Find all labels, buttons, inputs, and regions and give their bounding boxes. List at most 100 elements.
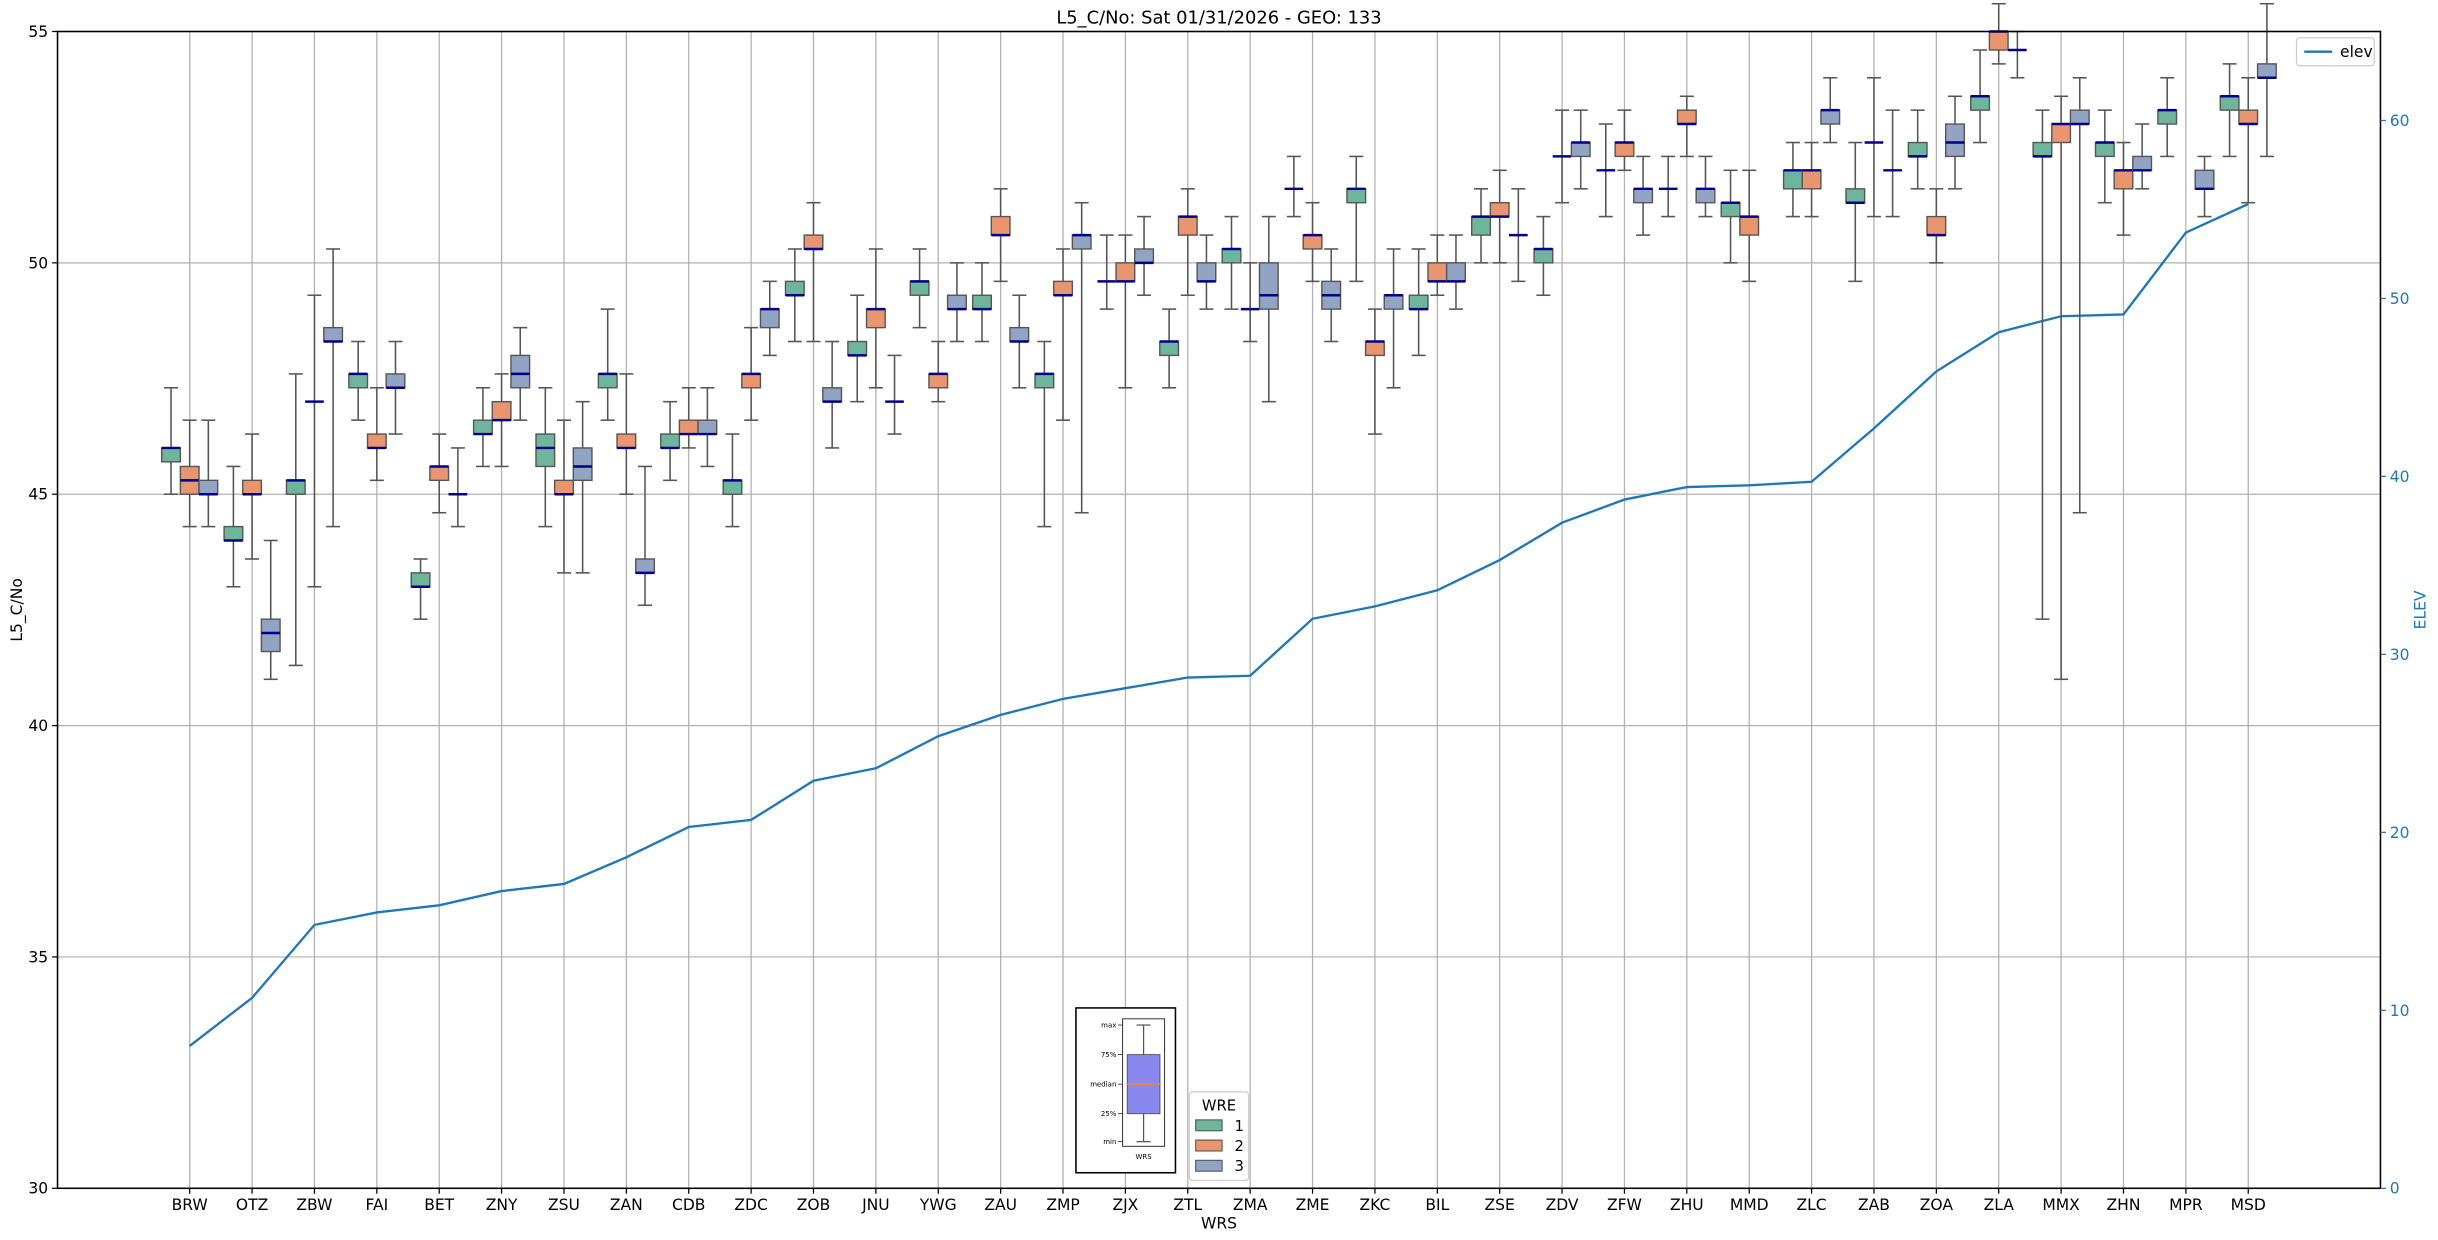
box-wre1-MMX bbox=[2032, 109, 2053, 620]
box-wre2-MSD bbox=[2238, 76, 2259, 204]
box-wre3-MSD bbox=[2256, 2, 2277, 158]
box-wre2-ZKC bbox=[1364, 308, 1385, 435]
wre-legend-swatch-1 bbox=[1195, 1119, 1223, 1132]
x-tick-label: MMD bbox=[1730, 1196, 1769, 1214]
box-body bbox=[260, 618, 281, 653]
x-tick-label: OTZ bbox=[236, 1196, 268, 1214]
plot-frame bbox=[56, 30, 2382, 1190]
box-body bbox=[1115, 262, 1136, 283]
box-body bbox=[1820, 109, 1841, 125]
grid bbox=[57, 30, 2381, 1189]
box-wre3-BIL bbox=[1445, 234, 1466, 310]
box-wre3-ZSU bbox=[572, 400, 593, 574]
x-tick-label: ZOA bbox=[1920, 1196, 1954, 1214]
wre-legend-label-3: 3 bbox=[1235, 1158, 1244, 1175]
box-wre3-ZJX bbox=[1134, 215, 1155, 297]
box-wre1-ZME bbox=[1284, 155, 1304, 218]
box-wre2-ZLC bbox=[1801, 141, 1822, 218]
box-body bbox=[1445, 262, 1466, 283]
y2-tick-label: 20 bbox=[2390, 824, 2410, 842]
box-body bbox=[597, 373, 618, 389]
box-body bbox=[1970, 95, 1991, 111]
box-body bbox=[535, 433, 556, 468]
box-wre2-ZHU bbox=[1676, 95, 1697, 158]
box-wre2-ZDC bbox=[741, 326, 762, 421]
box-wre3-ZNY bbox=[510, 326, 531, 421]
box-wre3-ZKC bbox=[1383, 248, 1404, 389]
y-tick-label: 40 bbox=[28, 717, 48, 735]
box-wre1-ZTL bbox=[1159, 308, 1180, 389]
box-body bbox=[491, 400, 512, 421]
box-wre2-BRW bbox=[179, 419, 200, 528]
x-tick-label: MPR bbox=[2169, 1196, 2203, 1214]
key-label-3: 25% bbox=[1101, 1110, 1117, 1118]
box-body bbox=[553, 479, 575, 495]
box-body bbox=[1845, 188, 1866, 204]
box-body bbox=[385, 373, 406, 389]
elev-legend-label: elev bbox=[2340, 43, 2373, 61]
box-wre3-OTZ bbox=[260, 539, 281, 681]
box-wre2-ZDV bbox=[1552, 109, 1572, 204]
box-body bbox=[1470, 215, 1492, 236]
box-body bbox=[1633, 188, 1654, 204]
y2-tick-label: 40 bbox=[2390, 468, 2410, 486]
box-wre1-ZDC bbox=[722, 433, 743, 528]
box-body bbox=[1427, 262, 1448, 283]
x-tick-label: ZSU bbox=[548, 1196, 580, 1214]
box-body bbox=[784, 280, 805, 296]
box-wre2-BIL bbox=[1427, 234, 1448, 297]
box-wre1-ZSU bbox=[535, 387, 556, 528]
x-tick-label: ZDC bbox=[734, 1196, 767, 1214]
x-tick-label: ZHU bbox=[1670, 1196, 1704, 1214]
box-wre3-ZTL bbox=[1196, 234, 1217, 310]
box-body bbox=[697, 419, 718, 435]
box-body bbox=[865, 308, 886, 329]
box-body bbox=[366, 433, 387, 449]
x-tick-label: ZFW bbox=[1607, 1196, 1642, 1214]
wre-legend-swatch-3 bbox=[1195, 1159, 1223, 1172]
box-wre2-ZMA bbox=[1240, 262, 1260, 343]
box-body bbox=[285, 479, 306, 495]
box-wre1-ZMA bbox=[1221, 215, 1242, 310]
box-wre3-ZAU bbox=[1009, 294, 1030, 389]
box-body bbox=[928, 373, 949, 389]
y2-tick-label: 50 bbox=[2390, 290, 2410, 308]
box-wre1-ZAU bbox=[971, 262, 993, 343]
y2-tick-label: 60 bbox=[2390, 112, 2410, 130]
x-tick-label: BIL bbox=[1425, 1196, 1449, 1214]
box-wre3-ZLC bbox=[1820, 76, 1841, 144]
box-wre2-ZAB bbox=[1864, 76, 1884, 218]
box-body bbox=[971, 294, 993, 310]
box-body bbox=[510, 354, 531, 389]
box-wre3-FAI bbox=[385, 340, 406, 435]
box-wre3-ZDV bbox=[1570, 109, 1591, 190]
y-tick-label: 45 bbox=[28, 486, 48, 504]
box-wre3-CDB bbox=[697, 387, 718, 468]
box-body bbox=[1258, 262, 1279, 310]
box-body bbox=[1159, 340, 1180, 357]
box-wre1-MSD bbox=[2219, 63, 2240, 158]
box-wre1-ZMP bbox=[1034, 340, 1055, 528]
box-body bbox=[660, 433, 681, 449]
box-wre1-ZJX bbox=[1097, 234, 1117, 310]
box-body bbox=[429, 465, 450, 482]
key-label-1: 75% bbox=[1101, 1051, 1117, 1059]
x-tick-label: YWG bbox=[919, 1196, 957, 1214]
key-label-2: median bbox=[1090, 1080, 1116, 1088]
box-wre1-JNU bbox=[847, 294, 868, 403]
box-body bbox=[2051, 123, 2072, 144]
elev-legend: elev bbox=[2295, 37, 2375, 67]
y-axis-label: L5_C/No bbox=[8, 578, 27, 642]
box-body bbox=[2069, 109, 2090, 125]
y2-axis-label: ELEV bbox=[2412, 590, 2430, 629]
box-wre1-ZDV bbox=[1533, 215, 1554, 297]
box-body bbox=[1533, 248, 1554, 264]
box-wre1-MMD bbox=[1720, 169, 1741, 264]
box-wre3-YWG bbox=[946, 262, 967, 343]
box-wre3-BET bbox=[448, 447, 468, 528]
wre-legend-title: WRE bbox=[1202, 1098, 1236, 1115]
x-tick-label: CDB bbox=[672, 1196, 705, 1214]
box-body bbox=[1196, 262, 1217, 283]
box-body bbox=[410, 572, 431, 588]
box-body bbox=[348, 373, 369, 389]
